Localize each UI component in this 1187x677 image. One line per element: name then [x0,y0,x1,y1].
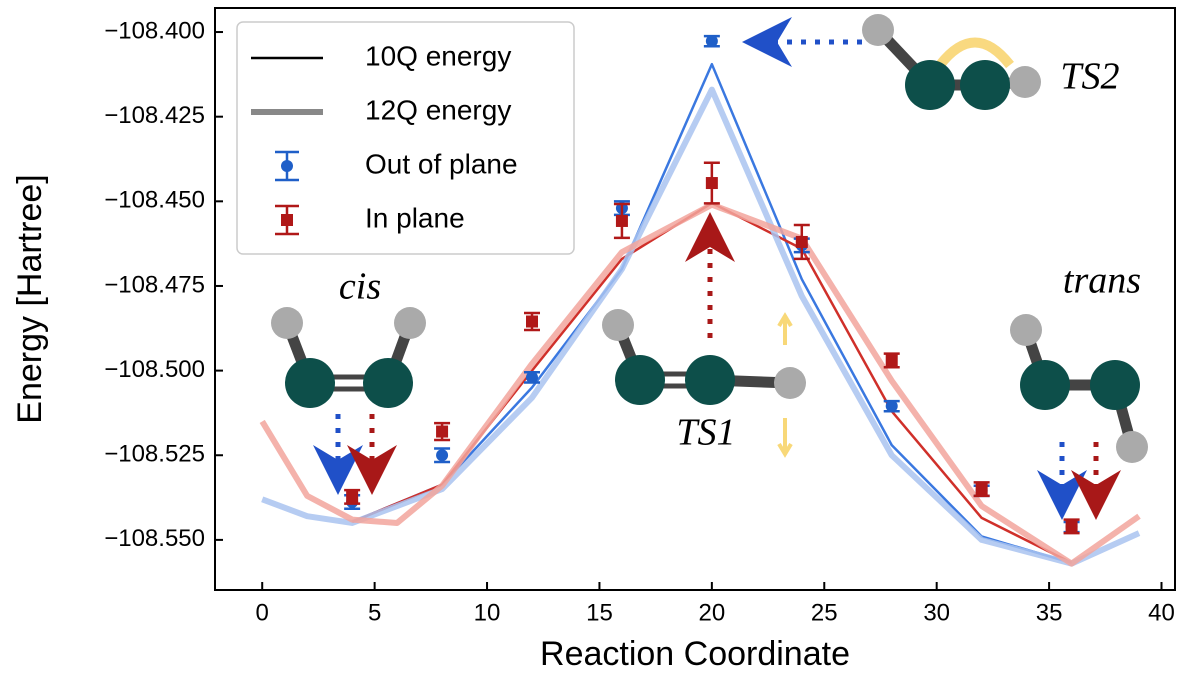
x-tick-label: 15 [586,599,613,626]
y-axis-title: Energy [Hartree] [11,174,49,423]
point [705,35,718,48]
plot-layers [259,14,1148,567]
point [795,235,808,248]
point [615,214,628,227]
atom-h [1010,314,1042,346]
point [526,371,539,384]
atom-h [1116,431,1148,463]
trans-molecule [1010,314,1148,463]
legend-label: 10Q energy [365,40,511,71]
atom-h [862,14,894,46]
atom-c [960,60,1010,110]
ts1-molecule [602,309,806,405]
point [526,315,539,328]
atom-h [271,307,303,339]
plot-frame [214,7,1176,591]
legend-label: Out of plane [365,148,518,179]
point [885,354,898,367]
x-tick-label: 25 [811,599,838,626]
legend-label: 12Q energy [365,94,511,125]
atom-h [1009,66,1041,98]
ts2-molecule [862,14,1041,110]
atom-c [685,355,735,405]
point [705,177,718,190]
x-tick-label: 40 [1148,599,1175,626]
molecules [271,14,1148,520]
points [344,34,1080,535]
annotation: TS1 [676,412,735,454]
point [1065,520,1078,533]
energy-curve [261,86,1141,567]
point [885,400,898,413]
rotation-arc [936,37,1014,69]
y-tick-label: −108.475 [104,271,205,298]
atom-c [1090,360,1140,410]
y-tick-label: −108.400 [104,17,205,44]
legend-label: In plane [365,202,465,233]
y-tick-label: −108.550 [104,525,205,552]
point [436,449,449,462]
arrows [313,17,1121,520]
energy-curve [259,201,1141,567]
y-tick-label: −108.425 [104,102,205,129]
point [975,483,988,496]
x-tick-label: 20 [699,599,726,626]
point [436,425,449,438]
legend-box [236,21,575,255]
atom-c [1020,360,1070,410]
x-tick-label: 35 [1036,599,1063,626]
x-tick-label: 10 [474,599,501,626]
atom-c [615,355,665,405]
y-tick-label: −108.450 [104,187,205,214]
legend: 10Q energy 12Q energy Out of plane In plane [236,21,575,255]
annotation: trans [1063,260,1141,302]
cis-molecule [271,307,426,408]
atom-h [774,367,806,399]
atom-c [363,358,413,408]
legend-swatch [281,160,293,172]
annotation: cis [339,266,381,308]
y-tick-label: −108.500 [104,356,205,383]
atom-h [602,309,634,341]
x-axis-title: Reaction Coordinate [540,635,850,673]
x-tick-label: 5 [368,599,381,626]
x-tick-label: 0 [256,599,269,626]
annotation: TS2 [1060,56,1119,98]
atom-h [394,307,426,339]
point [346,490,359,503]
atom-c [285,358,335,408]
curves [259,62,1141,567]
energy-curve [351,62,1072,565]
atom-c [905,60,955,110]
rotation-arrow [777,312,793,458]
legend-swatch [281,214,293,226]
x-tick-label: 30 [923,599,950,626]
y-tick-label: −108.525 [104,441,205,468]
